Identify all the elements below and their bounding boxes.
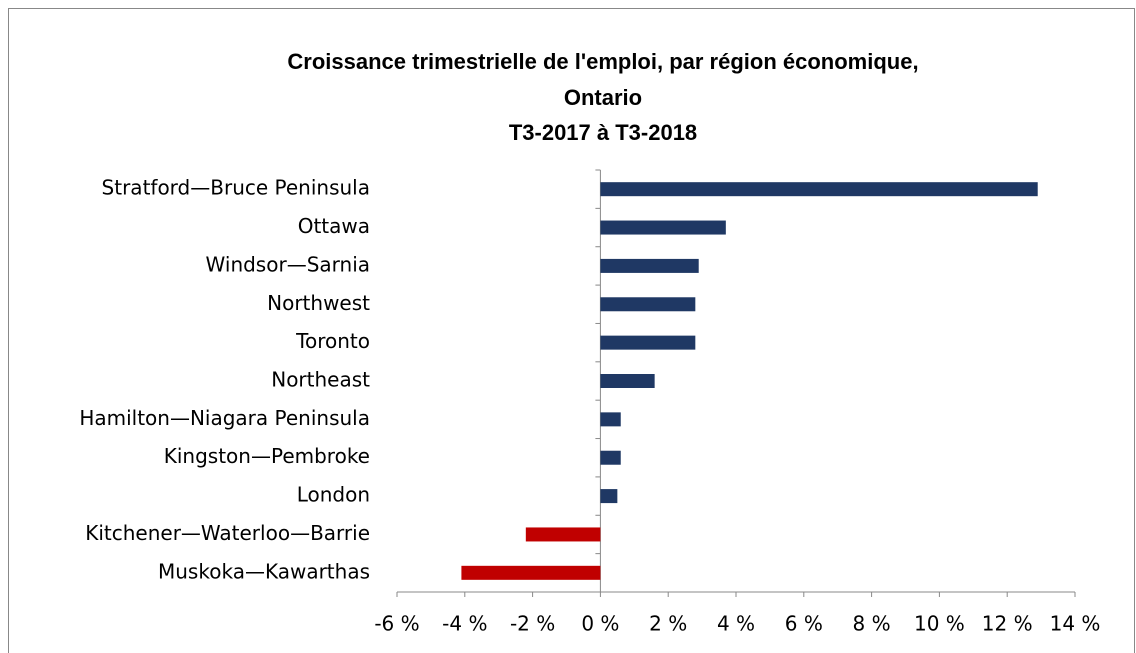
x-tick-label: 10 %	[914, 612, 965, 636]
bar	[600, 374, 655, 388]
x-tick-label: 12 %	[982, 612, 1033, 636]
y-tick-label: Windsor—Sarnia	[206, 252, 370, 276]
y-tick-label: London	[297, 483, 370, 507]
y-tick-label: Toronto	[295, 329, 370, 353]
bar	[525, 527, 601, 542]
bar	[600, 182, 1038, 197]
y-tick-label: Stratford—Bruce Peninsula	[102, 176, 370, 200]
y-tick-label: Northeast	[271, 368, 370, 392]
y-tick-label: Kingston—Pembroke	[164, 444, 370, 468]
bar	[600, 297, 696, 312]
x-tick-label: 14 %	[1050, 612, 1101, 636]
x-tick-label: 2 %	[649, 612, 687, 636]
chart-title: Croissance trimestrielle de l'emploi, pa…	[287, 49, 918, 74]
bar	[600, 258, 699, 273]
bar	[600, 450, 621, 465]
x-tick-label: 4 %	[717, 612, 755, 636]
x-tick-label: -4 %	[442, 612, 487, 636]
x-tick-label: -6 %	[374, 612, 419, 636]
x-tick-label: 6 %	[785, 612, 823, 636]
y-tick-label: Ottawa	[298, 214, 370, 238]
bar	[600, 220, 726, 235]
x-tick-label: 0 %	[581, 612, 619, 636]
chart-title: Ontario	[564, 85, 642, 110]
x-tick-label: -2 %	[510, 612, 555, 636]
bar	[600, 412, 621, 427]
x-tick-label: 8 %	[853, 612, 891, 636]
bar	[600, 489, 618, 504]
y-tick-label: Hamilton—Niagara Peninsula	[79, 406, 370, 430]
chart-title: T3-2017 à T3-2018	[509, 120, 697, 145]
y-tick-label: Muskoka—Kawarthas	[158, 559, 370, 583]
y-tick-label: Northwest	[267, 291, 370, 315]
chart-border	[8, 8, 1135, 653]
bar	[461, 565, 601, 580]
y-tick-label: Kitchener—Waterloo—Barrie	[85, 521, 370, 545]
bar	[600, 335, 696, 350]
